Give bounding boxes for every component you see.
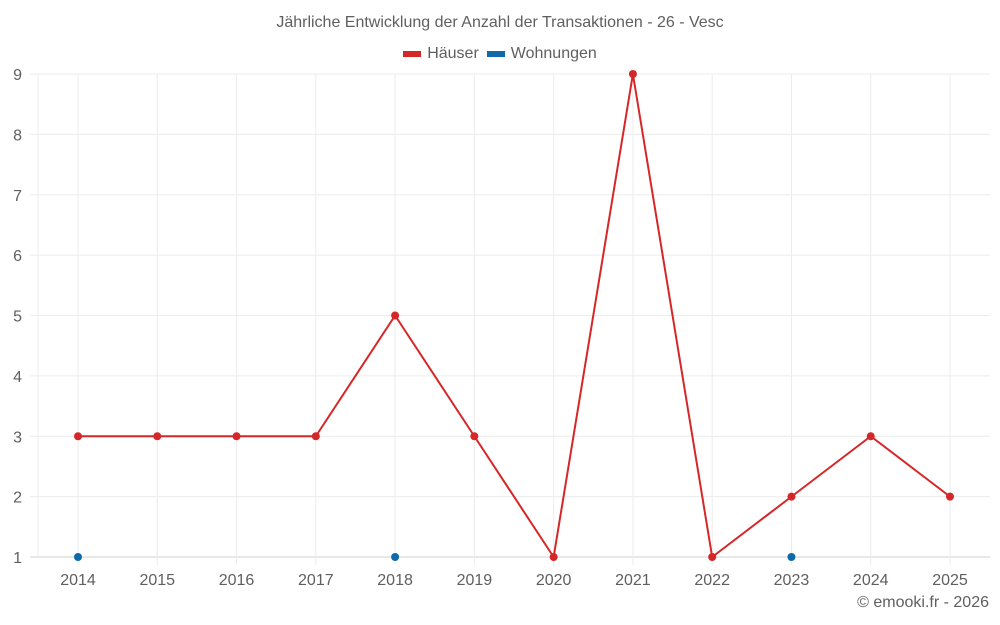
data-point[interactable] (946, 492, 954, 501)
chart-title: Jährliche Entwicklung der Anzahl der Tra… (276, 14, 724, 31)
data-point[interactable] (470, 432, 479, 441)
x-tick-label: 2018 (377, 572, 413, 589)
x-tick-label: 2022 (694, 572, 730, 589)
legend-label-haeuser: Häuser (427, 45, 479, 62)
y-tick-label: 4 (13, 369, 22, 386)
y-tick-label: 3 (13, 429, 22, 446)
y-tick-label: 8 (13, 127, 22, 144)
data-point[interactable] (232, 432, 241, 441)
data-point[interactable] (391, 311, 400, 320)
x-tick-label: 2025 (932, 572, 968, 589)
data-point[interactable] (311, 432, 320, 441)
data-point[interactable] (866, 432, 875, 441)
data-point[interactable] (153, 432, 162, 441)
copyright-footer: © emooki.fr - 2026 (857, 594, 989, 611)
data-point[interactable] (391, 553, 400, 561)
y-tick-label: 9 (13, 67, 22, 84)
x-tick-label: 2014 (60, 572, 96, 589)
y-tick-label: 2 (13, 490, 22, 507)
legend-label-wohnungen: Wohnungen (510, 45, 597, 62)
y-tick-label: 1 (13, 550, 22, 567)
data-point[interactable] (787, 492, 796, 501)
x-tick-label: 2021 (615, 572, 651, 589)
data-point[interactable] (787, 553, 796, 561)
legend: Häuser Wohnungen (0, 45, 1000, 63)
legend-item-haeuser[interactable]: Häuser (403, 45, 479, 63)
legend-item-wohnungen[interactable]: Wohnungen (486, 45, 597, 63)
y-tick-label: 5 (13, 309, 22, 326)
x-tick-label: 2024 (853, 572, 889, 589)
x-tick-label: 2023 (774, 572, 810, 589)
legend-swatch-haeuser (403, 51, 422, 57)
x-tick-label: 2015 (139, 572, 175, 589)
x-tick-label: 2020 (536, 572, 572, 589)
y-tick-label: 6 (13, 248, 22, 265)
data-point[interactable] (708, 553, 717, 561)
data-point[interactable] (549, 553, 558, 561)
x-tick-label: 2019 (457, 572, 493, 589)
x-tick-label: 2016 (219, 572, 255, 589)
data-point[interactable] (74, 432, 82, 441)
y-tick-label: 7 (13, 188, 22, 205)
x-tick-label: 2017 (298, 572, 334, 589)
series-line-0 (78, 73, 951, 558)
data-point[interactable] (628, 70, 637, 78)
legend-swatch-wohnungen (486, 51, 505, 57)
data-point[interactable] (74, 553, 82, 561)
